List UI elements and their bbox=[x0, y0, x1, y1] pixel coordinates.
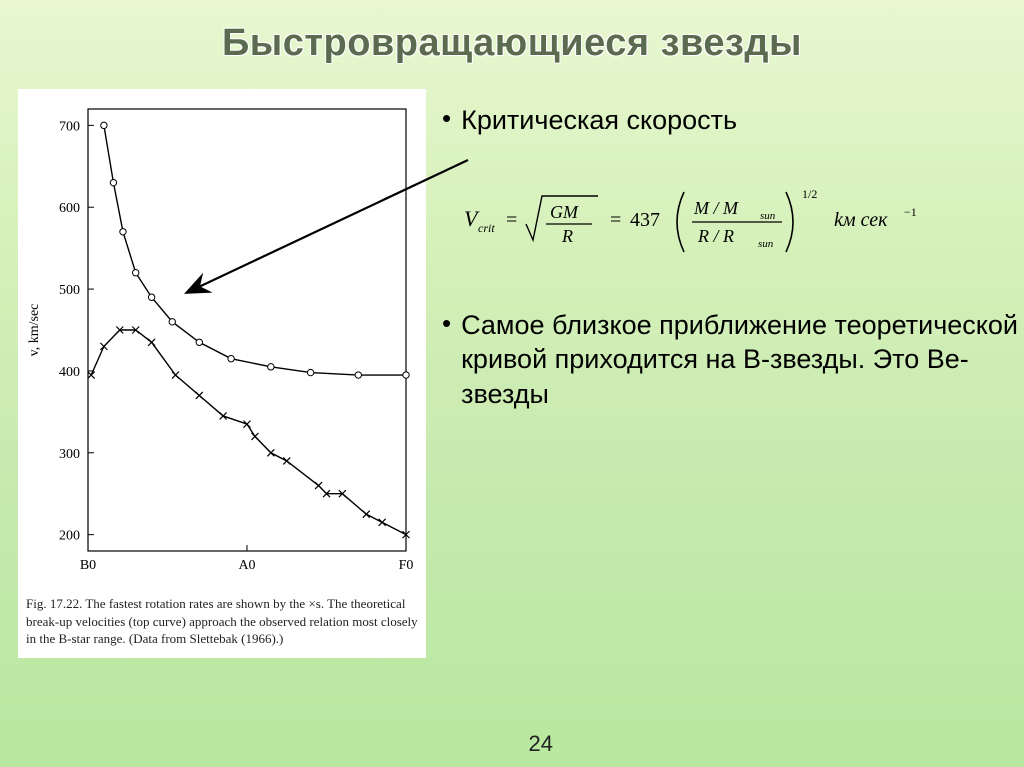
svg-text:400: 400 bbox=[59, 365, 80, 380]
svg-text:500: 500 bbox=[59, 283, 80, 298]
bullet-dot: • bbox=[442, 308, 451, 412]
svg-text:kм сек: kм сек bbox=[834, 209, 888, 231]
chart: 200 300 400 500 600 700 v, km/sec B0 A0 F0 bbox=[18, 89, 426, 589]
text-panel: • Критическая скорость Vcrit=GMR=437M / … bbox=[436, 89, 1024, 658]
figure-panel: 200 300 400 500 600 700 v, km/sec B0 A0 F0 Fig. 1… bbox=[18, 89, 426, 658]
svg-text:R / R: R / R bbox=[697, 226, 734, 246]
formula: Vcrit=GMR=437M / MsunR / Rsun1/2kм сек−1 bbox=[442, 156, 1024, 298]
svg-text:sun: sun bbox=[758, 238, 774, 250]
svg-text:300: 300 bbox=[59, 447, 80, 462]
bullet-2: • Самое близкое приближение теоретическо… bbox=[442, 308, 1024, 412]
svg-text:F0: F0 bbox=[399, 558, 414, 573]
bullet-dot: • bbox=[442, 103, 451, 138]
svg-text:crit: crit bbox=[478, 221, 495, 235]
svg-text:=: = bbox=[506, 209, 517, 231]
bullet-1-text: Критическая скорость bbox=[461, 103, 737, 138]
figure-caption: Fig. 17.22. The fastest rotation rates a… bbox=[18, 589, 426, 658]
svg-text:600: 600 bbox=[59, 201, 80, 216]
svg-text:A0: A0 bbox=[238, 558, 255, 573]
svg-text:v, km/sec: v, km/sec bbox=[27, 304, 42, 357]
svg-text:700: 700 bbox=[59, 119, 80, 134]
bullet-1: • Критическая скорость bbox=[442, 103, 1024, 138]
svg-text:sun: sun bbox=[760, 210, 776, 222]
page-number: 24 bbox=[528, 731, 552, 757]
svg-text:−1: −1 bbox=[904, 205, 917, 219]
svg-text:M / M: M / M bbox=[693, 198, 739, 218]
svg-text:GM: GM bbox=[550, 202, 579, 222]
bullet-2-text: Самое близкое приближение теоретической … bbox=[461, 308, 1024, 412]
slide-title: Быстровращающиеся звезды bbox=[0, 0, 1024, 65]
svg-text:B0: B0 bbox=[80, 558, 96, 573]
svg-text:200: 200 bbox=[59, 529, 80, 544]
svg-text:R: R bbox=[561, 226, 573, 246]
svg-text:437: 437 bbox=[630, 209, 660, 231]
svg-text:=: = bbox=[610, 209, 621, 231]
content-row: 200 300 400 500 600 700 v, km/sec B0 A0 F0 Fig. 1… bbox=[0, 65, 1024, 658]
svg-text:1/2: 1/2 bbox=[802, 187, 817, 201]
